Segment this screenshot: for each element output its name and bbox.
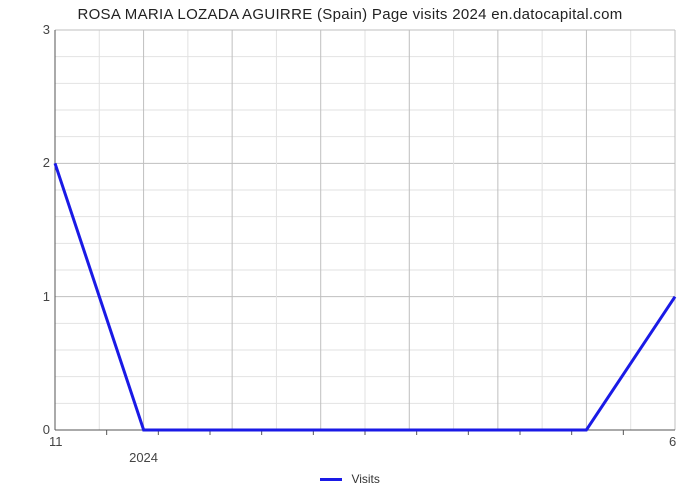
y-tick-label: 0 (20, 422, 50, 437)
y-tick-label: 3 (20, 22, 50, 37)
legend-label: Visits (351, 472, 379, 486)
chart-container: { "chart": { "type": "line", "title": "R… (0, 0, 700, 500)
legend-swatch (320, 478, 342, 481)
y-tick-label: 2 (20, 155, 50, 170)
x-axis-left-label: 11 (49, 434, 63, 449)
x-axis-right-label: 6 (669, 434, 676, 449)
y-tick-label: 1 (20, 289, 50, 304)
legend: Visits (0, 472, 700, 486)
chart-plot (0, 0, 700, 500)
x-axis-below-label: 2024 (94, 450, 194, 465)
